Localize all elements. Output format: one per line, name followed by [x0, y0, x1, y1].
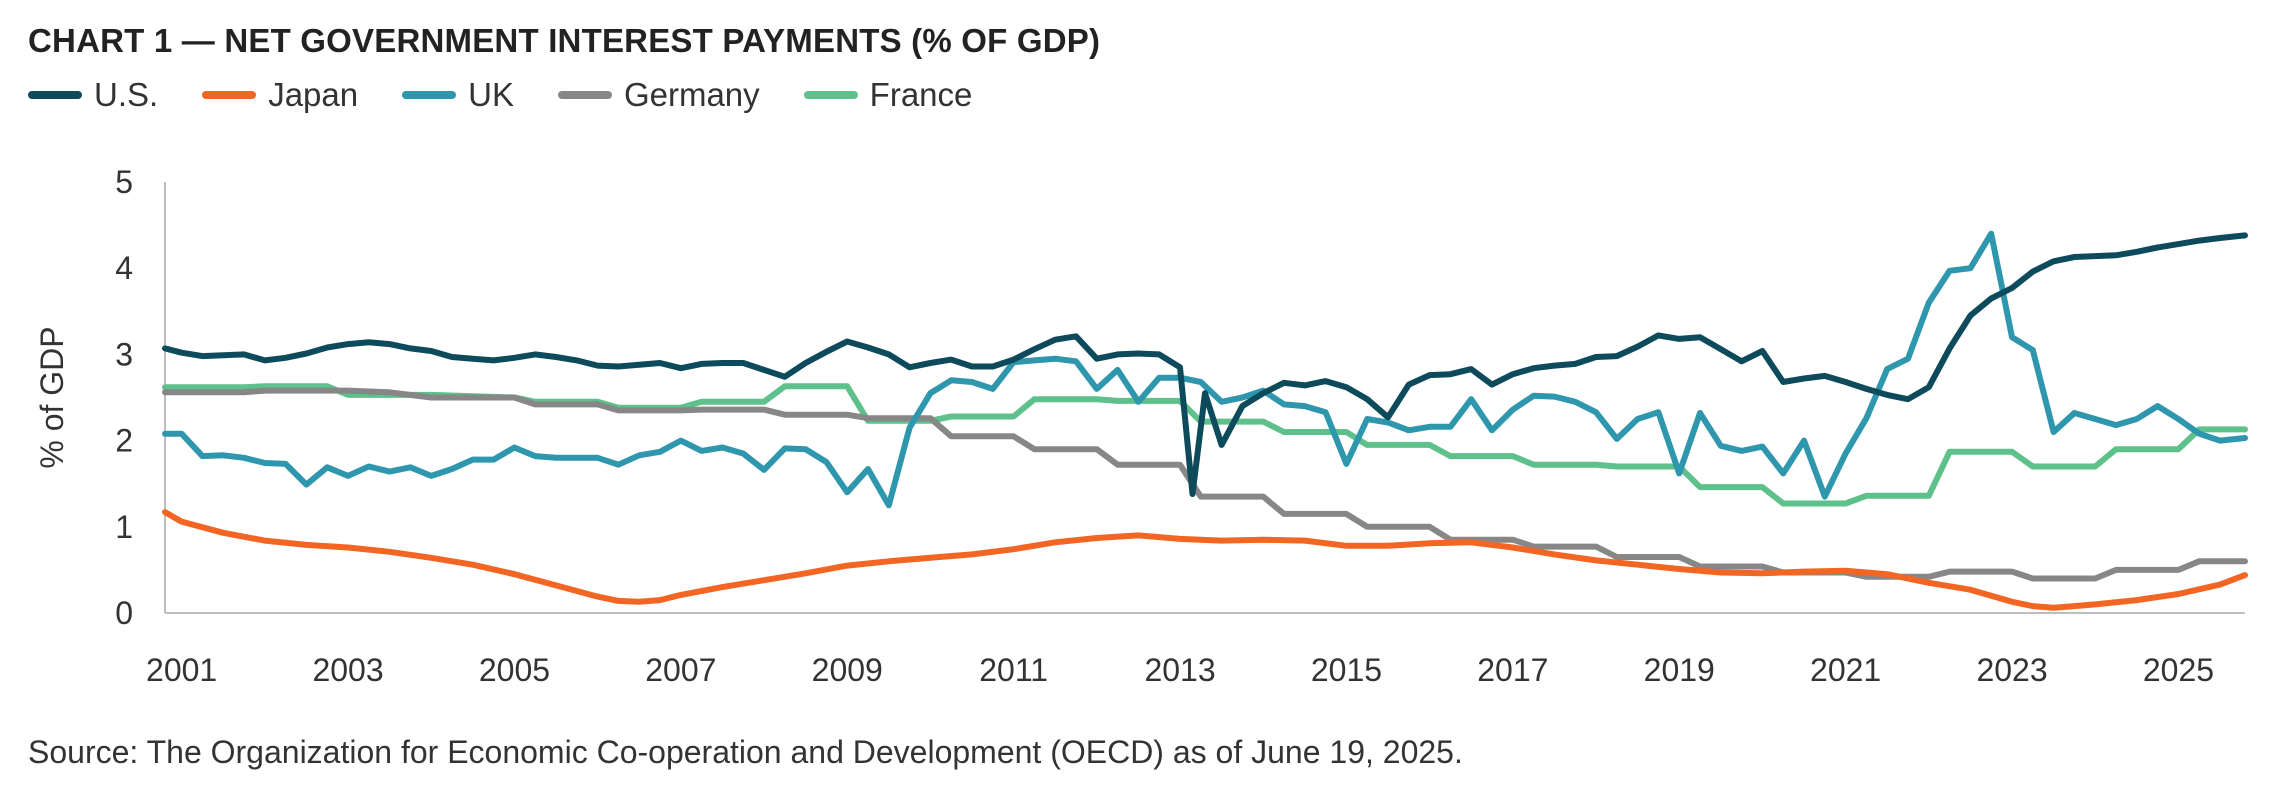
- legend: U.S. Japan UK Germany France: [28, 76, 1016, 114]
- x-tick-label: 2015: [1311, 652, 1382, 688]
- legend-swatch-us: [28, 91, 82, 99]
- y-tick-label: 3: [115, 336, 133, 372]
- legend-label-germany: Germany: [623, 76, 760, 113]
- legend-label-france: France: [869, 76, 973, 113]
- series-line-germany: [162, 387, 2248, 582]
- legend-item-japan: Japan: [202, 76, 358, 114]
- x-tick-label: 2001: [146, 652, 217, 688]
- series-lines: [162, 230, 2248, 611]
- legend-item-us: U.S.: [28, 76, 158, 114]
- source-note: Source: The Organization for Economic Co…: [28, 734, 1463, 770]
- chart-title: CHART 1 — NET GOVERNMENT INTEREST PAYMEN…: [28, 22, 1101, 59]
- x-tick-label: 2011: [979, 652, 1048, 688]
- y-tick-labels: 0 1 2 3 4 5: [115, 164, 133, 631]
- legend-swatch-japan: [202, 91, 257, 99]
- x-tick-label: 2021: [1810, 652, 1881, 688]
- x-tick-label: 2025: [2143, 652, 2214, 688]
- y-tick-label: 5: [115, 164, 133, 200]
- y-tick-label: 0: [115, 595, 133, 631]
- x-tick-label: 2019: [1644, 652, 1715, 688]
- axes: [164, 182, 2245, 614]
- y-tick-label: 2: [115, 423, 133, 459]
- x-tick-label: 2017: [1477, 652, 1548, 688]
- series-line-japan: [162, 509, 2248, 611]
- x-tick-label: 2007: [645, 652, 716, 688]
- legend-swatch-germany: [557, 91, 612, 99]
- legend-swatch-uk: [402, 91, 457, 99]
- legend-label-us: U.S.: [94, 76, 159, 113]
- legend-item-germany: Germany: [557, 76, 760, 114]
- x-tick-label: 2013: [1144, 652, 1215, 688]
- legend-item-uk: UK: [402, 76, 514, 114]
- x-tick-label: 2005: [479, 652, 550, 688]
- legend-item-france: France: [803, 76, 973, 114]
- y-tick-label: 4: [115, 250, 133, 286]
- series-line-uk: [162, 230, 2248, 509]
- x-tick-label: 2003: [312, 652, 383, 688]
- legend-label-japan: Japan: [268, 76, 359, 113]
- y-axis-label: % of GDP: [34, 326, 70, 468]
- x-tick-labels: 2001 2003 2005 2007 2009 2011 2013 2015 2017 2019…: [146, 652, 2214, 688]
- series-line-us: [162, 232, 2248, 497]
- legend-swatch-france: [803, 91, 858, 99]
- x-tick-label: 2009: [812, 652, 883, 688]
- legend-label-uk: UK: [468, 76, 514, 113]
- y-tick-label: 1: [115, 509, 133, 545]
- x-tick-label: 2023: [1976, 652, 2047, 688]
